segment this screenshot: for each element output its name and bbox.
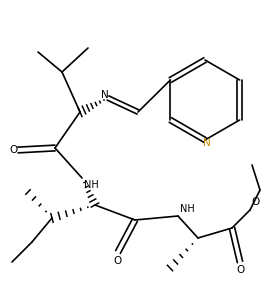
Text: O: O: [251, 196, 259, 206]
Text: O: O: [114, 256, 122, 266]
Text: NH: NH: [84, 180, 99, 190]
Text: O: O: [237, 266, 245, 275]
Text: NH: NH: [180, 204, 194, 214]
Text: O: O: [9, 145, 17, 155]
Text: N: N: [101, 90, 109, 100]
Text: N: N: [203, 139, 211, 148]
